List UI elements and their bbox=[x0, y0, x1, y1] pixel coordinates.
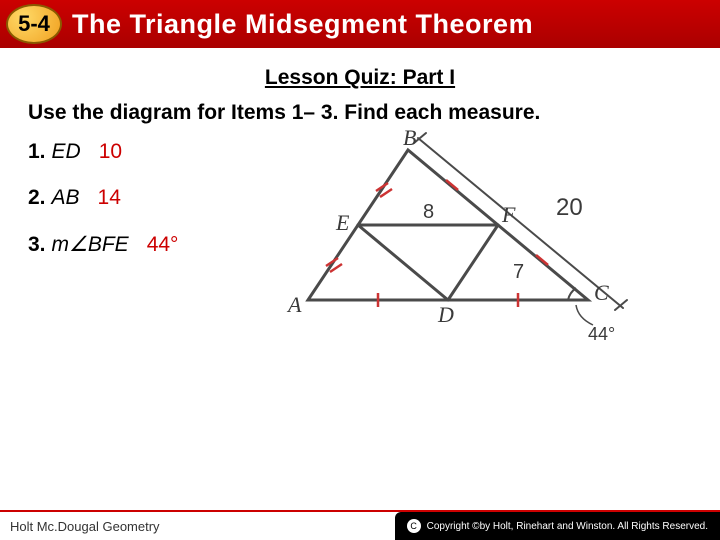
quiz-title: Lesson Quiz: Part I bbox=[28, 66, 692, 90]
vertex-e: E bbox=[335, 210, 350, 235]
item-answer: 14 bbox=[98, 186, 121, 210]
vertex-c: C bbox=[594, 280, 609, 305]
triangle-diagram: B A C E F D 8 7 20 44° bbox=[278, 140, 692, 360]
item-number: 1. bbox=[28, 140, 46, 164]
footer: Holt Mc.Dougal Geometry C Copyright © by… bbox=[0, 510, 720, 540]
item-answer: 10 bbox=[99, 140, 122, 164]
item-number: 3. bbox=[28, 233, 46, 257]
quiz-item: 3. m∠BFE 44° bbox=[28, 232, 278, 257]
quiz-items: 1. ED 10 2. AB 14 3. m∠BFE 44° bbox=[28, 140, 278, 279]
item-variable: m∠BFE bbox=[52, 232, 129, 257]
item-number: 2. bbox=[28, 186, 46, 210]
section-badge: 5-4 bbox=[6, 4, 62, 44]
header: 5-4 The Triangle Midsegment Theorem bbox=[0, 0, 720, 48]
quiz-item: 2. AB 14 bbox=[28, 186, 278, 210]
footer-brand: Holt Mc.Dougal Geometry bbox=[0, 519, 160, 534]
vertex-f: F bbox=[501, 202, 516, 227]
header-title: The Triangle Midsegment Theorem bbox=[72, 9, 533, 40]
label-fc: 7 bbox=[513, 261, 524, 283]
segment-df bbox=[448, 225, 498, 300]
label-ef: 8 bbox=[423, 201, 434, 223]
item-answer: 44° bbox=[147, 233, 179, 257]
vertex-b: B bbox=[403, 130, 416, 150]
vertex-d: D bbox=[437, 302, 454, 327]
copyright-icon: C bbox=[407, 519, 421, 533]
item-variable: ED bbox=[52, 140, 81, 164]
label-angle-c: 44° bbox=[588, 324, 615, 344]
quiz-instructions: Use the diagram for Items 1– 3. Find eac… bbox=[28, 100, 692, 126]
segment-ed bbox=[358, 225, 448, 300]
item-variable: AB bbox=[52, 186, 80, 210]
footer-copyright: C Copyright © by Holt, Rinehart and Wins… bbox=[395, 512, 720, 540]
vertex-a: A bbox=[286, 292, 302, 317]
label-bc-ext: 20 bbox=[556, 194, 583, 221]
content: Lesson Quiz: Part I Use the diagram for … bbox=[0, 48, 720, 360]
quiz-item: 1. ED 10 bbox=[28, 140, 278, 164]
